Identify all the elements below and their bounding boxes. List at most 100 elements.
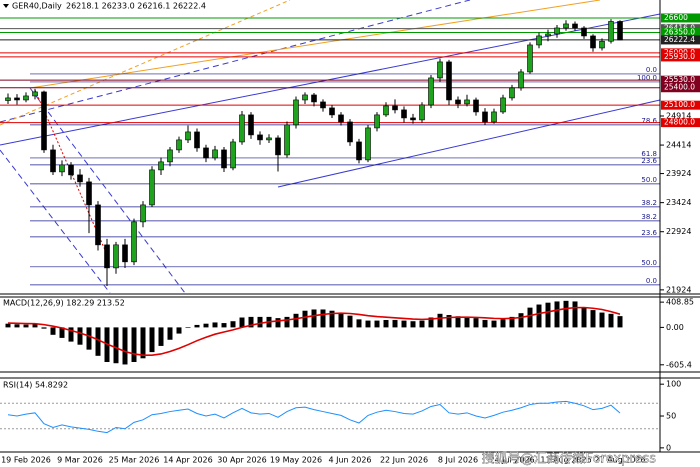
- macd-bar: [347, 315, 353, 328]
- macd-bar: [203, 323, 209, 328]
- macd-bar: [329, 310, 335, 328]
- price-label-box: [661, 83, 700, 93]
- price-label-box: [661, 75, 700, 85]
- ohlc-quote: 26218.1 26233.0 26216.1 26222.4: [66, 2, 206, 11]
- macd-bar: [23, 324, 29, 328]
- macd-bar: [275, 318, 281, 328]
- macd-bar: [401, 320, 407, 328]
- x-tick-label: 30 Apr 2026: [217, 456, 266, 465]
- candle-body: [482, 111, 488, 123]
- fib-label: 0.0: [646, 277, 657, 285]
- macd-bar: [131, 327, 137, 362]
- menu-icon: [3, 4, 9, 8]
- macd-bar: [572, 301, 578, 328]
- candle-body: [374, 114, 380, 129]
- macd-bar: [68, 327, 74, 342]
- candle-body: [590, 35, 596, 49]
- y-tick-label: 23424: [666, 198, 691, 207]
- trend-line: [0, 149, 111, 294]
- watermark: 搜狐号@汇商传媒Forexpress: [482, 452, 657, 467]
- signal-line: [7, 306, 621, 356]
- candle-body: [599, 40, 605, 49]
- fib-label: 23.6: [641, 229, 657, 237]
- candle-body: [95, 204, 101, 246]
- candle-body: [248, 114, 254, 136]
- y-tick-label: 24414: [666, 141, 691, 150]
- macd-bar: [500, 319, 506, 328]
- price-label: 25930.0: [664, 52, 695, 61]
- y-tick-label: 0: [666, 443, 671, 452]
- candle-body: [410, 117, 416, 121]
- macd-bar: [410, 321, 416, 328]
- trend-line: [29, 0, 601, 89]
- price-label: 26000.0: [664, 48, 695, 57]
- candle-body: [527, 44, 533, 73]
- macd-bar: [293, 313, 299, 328]
- x-tick-label: 8 Jul 2026: [438, 456, 478, 465]
- macd-bar: [338, 312, 344, 328]
- macd-bar: [437, 313, 443, 328]
- trend-line: [0, 0, 471, 123]
- macd-bar: [302, 310, 308, 328]
- fib-label: 61.8: [641, 150, 657, 158]
- macd-bar: [248, 316, 254, 328]
- candle-body: [23, 95, 29, 101]
- candle-body: [356, 141, 362, 161]
- candle-body: [338, 114, 344, 123]
- price-label: 26600: [664, 13, 688, 22]
- macd-bar: [374, 320, 380, 328]
- y-tick-label: 23924: [666, 169, 691, 178]
- candle-body: [347, 121, 353, 143]
- fib-label: 38.2: [641, 213, 657, 221]
- fib-label: 78.6: [641, 117, 657, 125]
- candle-body: [32, 91, 38, 97]
- candle-body: [68, 164, 74, 176]
- y-tick-label: 24914: [666, 112, 691, 121]
- macd-bar: [617, 316, 623, 328]
- fib-label: 100.0: [637, 74, 657, 82]
- x-tick-label: 27 Aug 2026: [594, 456, 645, 465]
- candle-body: [293, 99, 299, 126]
- candle-body: [464, 99, 470, 105]
- macd-bar: [14, 324, 20, 328]
- macd-bar: [311, 309, 317, 328]
- candle-body: [500, 97, 506, 113]
- price-label: 24800.0: [664, 118, 695, 127]
- macd-bar: [194, 324, 200, 328]
- macd-bar: [455, 316, 461, 328]
- candle-body: [329, 107, 335, 116]
- fib-label: 38.2: [641, 199, 657, 207]
- price-label-box: [661, 118, 700, 128]
- macd-bar: [5, 323, 11, 328]
- candle-body: [140, 204, 146, 223]
- y-tick-label: 100: [666, 380, 681, 389]
- macd-bar: [509, 316, 515, 328]
- candle-body: [401, 109, 407, 119]
- candle-body: [518, 71, 524, 89]
- trend-line: [277, 99, 661, 188]
- macd-bar: [185, 327, 191, 329]
- candle-body: [446, 61, 452, 101]
- macd-bar: [140, 327, 146, 359]
- macd-bar: [608, 313, 614, 328]
- candle-body: [563, 23, 569, 29]
- macd-bar: [419, 320, 425, 328]
- macd-bar: [464, 316, 470, 328]
- candle-body: [428, 77, 434, 106]
- y-tick-label: 22924: [666, 227, 691, 236]
- candle-body: [320, 101, 326, 109]
- candle-body: [158, 161, 164, 171]
- y-tick-label: 21924: [666, 285, 691, 294]
- macd-bar: [77, 327, 83, 345]
- price-label-box: [661, 52, 700, 62]
- macd-title: MACD(12,26,9) 182.29 213.52: [3, 299, 125, 308]
- fib-label: 50.0: [641, 176, 657, 184]
- candle-body: [365, 127, 371, 161]
- price-label: 26350.0: [664, 28, 695, 37]
- trend-line: [0, 13, 661, 146]
- candle-body: [149, 169, 155, 206]
- macd-bar: [239, 317, 245, 328]
- macd-bar: [599, 312, 605, 328]
- candle-body: [194, 131, 200, 149]
